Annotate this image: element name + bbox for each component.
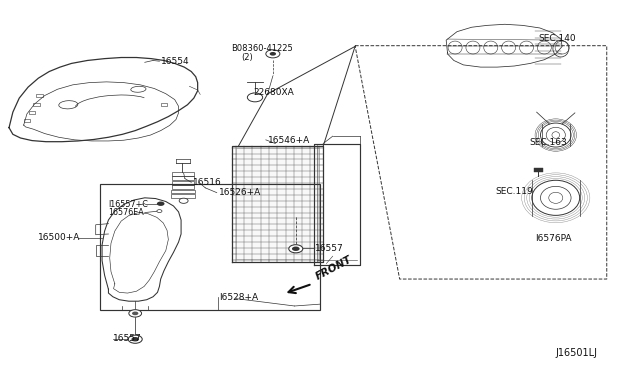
Circle shape (179, 198, 188, 203)
Bar (236, 148, 319, 259)
Circle shape (132, 311, 138, 315)
Text: 16526+A: 16526+A (220, 188, 262, 197)
Bar (100, 184, 320, 310)
Text: SEC.119: SEC.119 (495, 187, 533, 196)
Text: 16557: 16557 (315, 244, 344, 253)
Circle shape (289, 245, 303, 253)
Text: 16516: 16516 (193, 178, 221, 187)
Circle shape (128, 335, 142, 343)
Circle shape (129, 310, 141, 317)
Text: FRONT: FRONT (314, 254, 353, 282)
Bar (172, 176, 194, 180)
Text: I6576PA: I6576PA (536, 234, 572, 243)
Text: B08360-41225: B08360-41225 (231, 44, 292, 53)
Text: I6528+A: I6528+A (220, 293, 259, 302)
Bar (172, 181, 194, 185)
Circle shape (247, 93, 262, 102)
Bar (172, 190, 195, 193)
Text: 22680XA: 22680XA (253, 88, 294, 97)
Bar (33, 103, 40, 106)
Bar (36, 94, 43, 97)
Text: 16554: 16554 (161, 57, 189, 66)
Bar (172, 185, 195, 189)
Bar (24, 119, 30, 122)
Text: 16500+A: 16500+A (38, 233, 81, 242)
Bar (534, 168, 543, 172)
Text: J16501LJ: J16501LJ (556, 348, 598, 358)
Text: SEC.140: SEC.140 (538, 34, 575, 43)
Circle shape (157, 210, 162, 212)
Circle shape (292, 247, 300, 251)
Circle shape (269, 52, 276, 56)
Bar (171, 194, 195, 198)
Text: SEC.163: SEC.163 (529, 138, 567, 147)
Circle shape (266, 50, 280, 58)
Bar (173, 172, 193, 176)
Text: I16557+C: I16557+C (108, 200, 148, 209)
Text: (2): (2) (241, 53, 253, 62)
Bar (161, 103, 167, 106)
Text: 16576EA: 16576EA (108, 208, 144, 217)
Text: 16546+A: 16546+A (268, 137, 310, 145)
Bar (29, 111, 35, 113)
Circle shape (131, 337, 139, 341)
Text: 16557: 16557 (113, 334, 141, 343)
Circle shape (157, 202, 164, 206)
